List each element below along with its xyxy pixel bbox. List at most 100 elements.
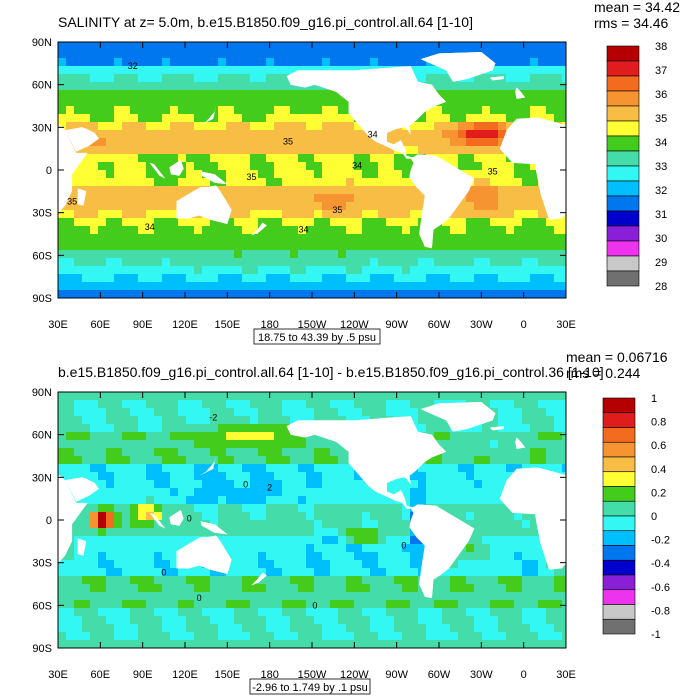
y-tick-label: 60N <box>32 80 52 92</box>
field-cell <box>250 258 259 267</box>
field-cell <box>138 584 147 593</box>
field-cell <box>346 504 355 513</box>
field-cell <box>530 98 539 107</box>
field-cell <box>114 58 123 67</box>
field-cell <box>218 130 227 139</box>
field-cell <box>402 258 411 267</box>
field-cell <box>114 616 123 625</box>
field-cell <box>514 520 523 529</box>
field-cell <box>162 282 171 291</box>
field-cell <box>234 146 243 155</box>
field-cell <box>450 258 459 267</box>
field-cell <box>250 640 259 648</box>
field-cell <box>322 170 331 179</box>
field-cell <box>330 584 339 593</box>
field-cell <box>522 552 531 561</box>
field-cell <box>98 432 107 441</box>
field-cell <box>194 520 203 529</box>
field-cell <box>194 424 203 433</box>
field-cell <box>170 416 179 425</box>
field-cell <box>330 472 339 481</box>
field-cell <box>210 472 219 481</box>
field-cell <box>90 560 99 569</box>
field-cell <box>530 408 539 417</box>
field-cell <box>354 472 363 481</box>
field-cell <box>370 218 379 227</box>
field-cell <box>130 424 139 433</box>
field-cell <box>362 146 371 155</box>
field-cell <box>226 392 235 401</box>
field-cell <box>234 576 243 585</box>
field-cell <box>506 250 515 259</box>
field-cell <box>354 560 363 569</box>
field-cell <box>298 130 307 139</box>
field-cell <box>322 592 331 601</box>
field-cell <box>234 234 243 243</box>
field-cell <box>66 282 75 291</box>
field-cell <box>138 496 147 505</box>
field-cell <box>530 512 539 521</box>
field-cell <box>146 432 155 441</box>
field-cell <box>226 114 235 123</box>
field-cell <box>242 544 251 553</box>
field-cell <box>98 122 107 131</box>
field-cell <box>258 520 267 529</box>
field-cell <box>234 74 243 83</box>
field-cell <box>298 50 307 59</box>
field-cell <box>266 464 275 473</box>
field-cell <box>282 456 291 465</box>
field-cell <box>218 234 227 243</box>
field-cell <box>410 146 419 155</box>
field-cell <box>362 400 371 409</box>
field-cell <box>314 416 323 425</box>
field-cell <box>138 544 147 553</box>
field-cell <box>562 282 566 291</box>
field-cell <box>474 616 483 625</box>
field-cell <box>98 624 107 633</box>
field-cell <box>394 616 403 625</box>
field-cell <box>490 146 499 155</box>
field-cell <box>170 472 179 481</box>
field-cell <box>418 592 427 601</box>
field-cell <box>258 146 267 155</box>
field-cell <box>218 392 227 401</box>
field-cell <box>122 106 131 115</box>
field-cell <box>274 194 283 203</box>
field-cell <box>354 178 363 187</box>
field-cell <box>274 448 283 457</box>
field-cell <box>418 242 427 251</box>
field-cell <box>138 202 147 211</box>
field-cell <box>242 250 251 259</box>
field-cell <box>466 504 475 513</box>
field-cell <box>130 576 139 585</box>
field-cell <box>98 250 107 259</box>
field-cell <box>114 50 123 59</box>
field-cell <box>306 456 315 465</box>
field-cell <box>490 464 499 473</box>
field-cell <box>82 282 91 291</box>
colorbar-swatch <box>602 441 636 458</box>
field-cell <box>106 520 115 529</box>
field-cell <box>378 504 387 513</box>
field-cell <box>498 218 507 227</box>
field-cell <box>106 536 115 545</box>
field-cell <box>562 266 566 275</box>
field-cell <box>106 440 115 449</box>
field-cell <box>458 274 467 283</box>
field-cell <box>482 400 491 409</box>
field-cell <box>346 488 355 497</box>
field-cell <box>178 416 187 425</box>
field-cell <box>170 146 179 155</box>
field-cell <box>346 66 355 75</box>
field-cell <box>242 560 251 569</box>
field-cell <box>58 218 67 227</box>
field-cell <box>298 408 307 417</box>
field-cell <box>546 424 555 433</box>
field-cell <box>114 122 123 131</box>
field-cell <box>458 624 467 633</box>
field-cell <box>530 424 539 433</box>
field-cell <box>522 234 531 243</box>
field-cell <box>154 448 163 457</box>
